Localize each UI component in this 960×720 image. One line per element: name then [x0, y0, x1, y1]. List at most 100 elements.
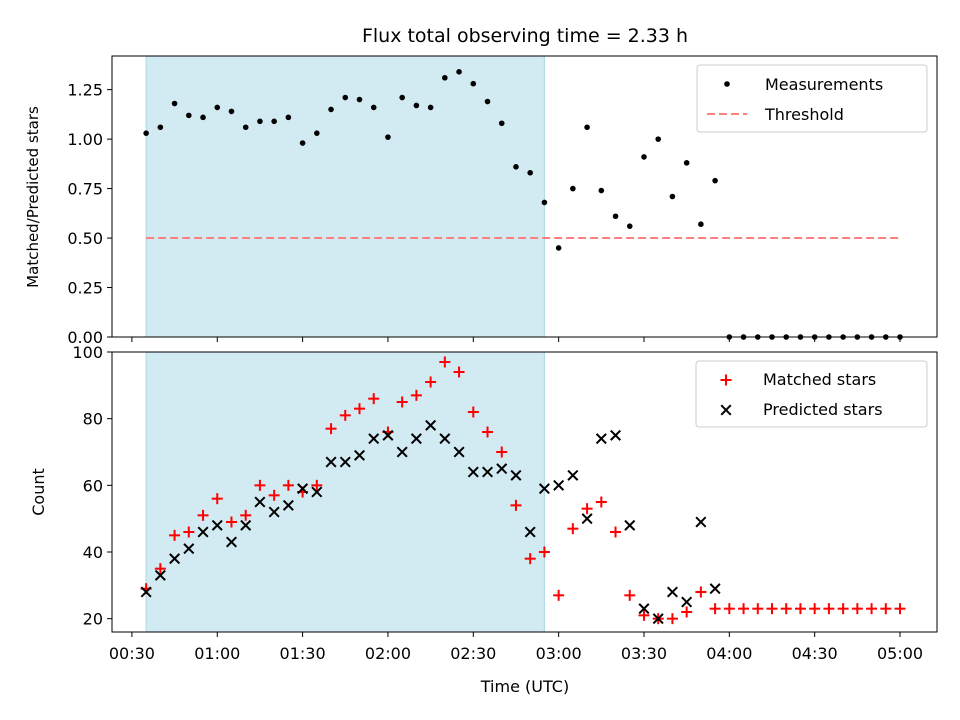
matched-star-point [325, 423, 337, 435]
predicted-star-point [624, 519, 636, 531]
bottom-y-tick-label: 60 [83, 476, 103, 495]
predicted-star-point [140, 586, 152, 598]
matched-star-point [467, 406, 479, 418]
measurement-point [413, 102, 420, 109]
predicted-star-point [581, 513, 593, 525]
matched-star-point [154, 563, 166, 575]
predicted-star-point [183, 543, 195, 555]
matched-star-point [709, 603, 721, 615]
matched-star-point [567, 523, 579, 535]
measurement-point [541, 199, 548, 206]
predicted-star-point [567, 469, 579, 481]
matched-star-point [752, 603, 764, 615]
matched-star-point [624, 589, 636, 601]
measurement-point [228, 108, 235, 115]
matched-star-point [225, 516, 237, 528]
predicted-star-point [510, 469, 522, 481]
top-y-tick-label: 0.25 [67, 279, 103, 298]
predicted-star-point [339, 456, 351, 468]
matched-star-point [610, 526, 622, 538]
legend-matched-label: Matched stars [763, 370, 876, 389]
predicted-star-point [482, 466, 494, 478]
predicted-star-point [410, 433, 422, 445]
measurement-point [498, 120, 505, 127]
bottom-y-tick-label: 40 [83, 543, 103, 562]
measurement-point [513, 164, 519, 170]
measurement-point [683, 160, 690, 166]
bottom-y-axis-label: Count [29, 468, 48, 516]
predicted-star-point [368, 433, 380, 445]
x-axis-label: Time (UTC) [480, 677, 569, 696]
matched-star-point [254, 479, 266, 491]
matched-star-point [410, 389, 422, 401]
predicted-star-point [353, 449, 366, 461]
matched-star-point [240, 509, 252, 521]
matched-star-point [282, 479, 294, 491]
measurement-point [712, 177, 718, 184]
matched-star-point [581, 503, 593, 515]
measurement-point [257, 118, 263, 125]
legend-measurements-label: Measurements [765, 75, 883, 94]
bottom-y-tick-label: 100 [72, 343, 103, 362]
predicted-star-point [439, 433, 451, 445]
matched-star-point [354, 403, 365, 415]
bottom-legend-box [695, 360, 928, 428]
matched-star-point [851, 603, 863, 615]
matched-star-point [453, 366, 465, 378]
matched-star-point [823, 603, 835, 615]
x-tick-label: 00:30 [109, 644, 155, 663]
x-tick-label: 03:30 [621, 644, 667, 663]
predicted-star-point [169, 553, 181, 565]
matched-star-point [425, 376, 437, 388]
x-tick-label: 01:00 [194, 644, 240, 663]
measurement-point [214, 104, 221, 111]
x-tick-label: 03:00 [536, 644, 582, 663]
bottom-y-tick-label: 80 [83, 410, 103, 429]
measurement-point [200, 114, 206, 121]
top-y-tick-label: 0.50 [67, 229, 103, 248]
measurement-point [328, 106, 334, 113]
x-tick-label: 04:30 [792, 644, 838, 663]
matched-star-point [681, 606, 693, 618]
measurement-point [570, 185, 576, 192]
measurement-point [456, 69, 462, 75]
measurement-point [399, 94, 405, 101]
matched-star-point [268, 489, 280, 501]
measurement-point [143, 130, 149, 136]
measurement-point [427, 104, 434, 111]
measurement-point [641, 154, 647, 160]
measurement-point [342, 94, 349, 101]
bottom-legend: Matched stars Predicted stars [695, 360, 928, 428]
observing-window-shade [145, 55, 545, 338]
x-tick-label: 02:30 [450, 644, 496, 663]
predicted-star-point [595, 433, 607, 445]
predicted-star-point [297, 483, 309, 495]
top-legend: Measurements Threshold [696, 64, 928, 133]
measurement-point [584, 124, 590, 131]
predicted-star-point [396, 446, 408, 458]
predicted-star-point [382, 429, 394, 441]
matched-star-point [368, 393, 380, 405]
measurement-point [385, 134, 391, 140]
matched-star-point [524, 553, 536, 565]
predicted-star-point [695, 516, 707, 528]
predicted-star-point [467, 466, 479, 478]
top-panel: 0.00 0.25 0.50 0.75 1.00 1.25 Flux total obse… [24, 25, 938, 347]
observing-window-shade [145, 351, 545, 633]
matched-star-point [211, 493, 223, 505]
top-y-tick-label: 1.25 [67, 81, 103, 100]
legend-matched-plus [720, 374, 732, 386]
measurement-point [285, 114, 292, 121]
predicted-star-point [496, 463, 508, 475]
measurement-point [612, 213, 619, 220]
matched-star-point [837, 603, 849, 615]
matched-star-point [723, 603, 735, 615]
measurement-point [356, 96, 363, 103]
predicted-star-point [666, 586, 678, 598]
predicted-star-point [211, 519, 223, 531]
legend-threshold-label: Threshold [764, 105, 844, 124]
predicted-star-point [154, 569, 166, 581]
measurement-point [299, 140, 306, 146]
top-y-tick-label: 1.00 [67, 130, 103, 149]
